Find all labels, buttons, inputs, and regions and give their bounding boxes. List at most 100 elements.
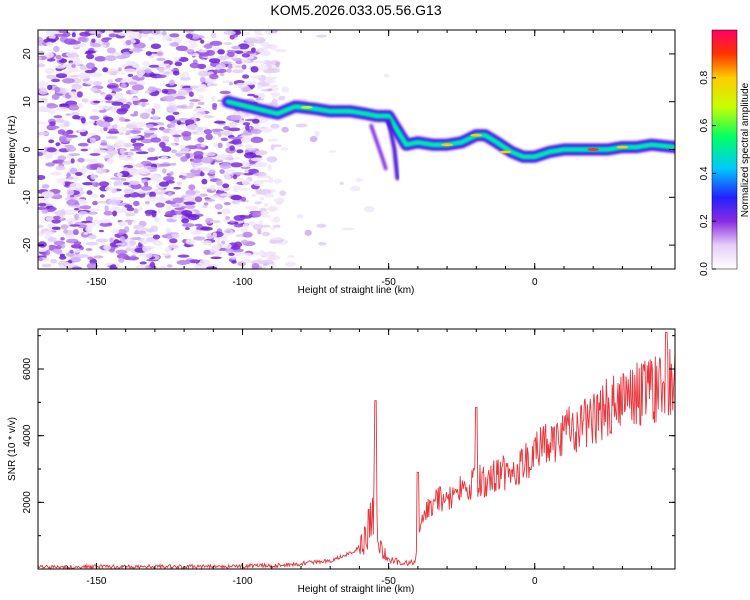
noise-blob <box>38 121 46 125</box>
noise-blob <box>193 164 199 171</box>
noise-blob <box>184 204 195 210</box>
noise-blob <box>89 208 103 211</box>
noise-blob <box>41 263 52 268</box>
noise-blob <box>160 135 170 141</box>
x-tick-label: 0 <box>532 576 538 587</box>
noise-blob <box>93 255 104 259</box>
noise-blob <box>85 248 93 251</box>
noise-blob <box>172 197 184 203</box>
noise-blob <box>69 91 78 96</box>
noise-blob <box>86 241 99 246</box>
noise-blob <box>225 248 234 253</box>
noise-blob <box>220 61 232 65</box>
ridge-hotspot <box>441 143 454 147</box>
noise-blob <box>55 165 66 171</box>
noise-blob <box>56 118 65 123</box>
noise-blob <box>230 162 243 168</box>
noise-blob <box>139 98 149 103</box>
noise-blob <box>194 196 203 203</box>
noise-blob <box>103 244 111 251</box>
noise-blob <box>70 75 80 78</box>
noise-blob <box>51 93 60 100</box>
noise-blob <box>253 95 259 98</box>
noise-blob <box>241 64 247 70</box>
noise-blob <box>314 130 320 138</box>
noise-blob <box>139 112 150 120</box>
noise-blob <box>256 47 268 52</box>
x-tick-label: -50 <box>381 277 396 288</box>
noise-blob <box>60 224 69 230</box>
noise-blob <box>222 183 230 189</box>
noise-blob <box>130 138 137 144</box>
noise-blob <box>111 87 123 92</box>
noise-blob <box>44 153 53 160</box>
noise-blob <box>127 168 132 172</box>
noise-blob <box>221 240 226 245</box>
noise-blob <box>254 201 263 205</box>
noise-blob <box>174 95 186 100</box>
noise-blob <box>90 87 98 92</box>
noise-blob <box>71 256 81 263</box>
y-tick-label: -20 <box>22 237 33 252</box>
noise-blob <box>383 73 390 78</box>
noise-blob <box>219 169 225 174</box>
noise-blob <box>197 137 205 143</box>
noise-blob <box>197 83 207 90</box>
noise-blob <box>125 212 136 217</box>
noise-blob <box>200 186 212 190</box>
noise-blob <box>193 151 204 157</box>
noise-blob <box>177 254 190 258</box>
noise-blob <box>117 132 125 135</box>
noise-blob <box>267 84 279 88</box>
noise-blob <box>199 193 208 197</box>
noise-blob <box>241 59 251 63</box>
noise-blob <box>281 86 289 93</box>
noise-blob <box>57 155 67 161</box>
noise-blob <box>71 78 82 84</box>
noise-blob <box>124 193 131 198</box>
noise-blob <box>114 92 124 99</box>
noise-blob <box>79 31 92 37</box>
noise-blob <box>280 147 289 151</box>
noise-blob <box>284 261 296 267</box>
noise-blob <box>174 61 183 67</box>
noise-blob <box>150 175 161 182</box>
noise-blob <box>254 36 260 40</box>
noise-blob <box>245 205 259 210</box>
noise-blob <box>110 177 123 180</box>
noise-blob <box>86 190 93 196</box>
noise-blob <box>100 219 111 224</box>
noise-blob <box>175 152 183 157</box>
noise-blob <box>70 112 80 116</box>
noise-blob <box>157 208 162 215</box>
noise-blob <box>128 81 138 85</box>
noise-blob <box>66 146 77 152</box>
noise-blob <box>130 180 140 186</box>
noise-blob <box>251 263 260 269</box>
noise-blob <box>46 30 60 35</box>
noise-blob <box>85 158 98 163</box>
noise-blob <box>252 223 263 231</box>
noise-blob <box>245 124 250 131</box>
noise-blob <box>161 146 172 153</box>
noise-blob <box>232 174 238 180</box>
noise-blob <box>309 136 318 143</box>
noise-blob <box>63 123 69 127</box>
noise-blob <box>38 152 44 157</box>
noise-blob <box>231 45 241 50</box>
noise-blob <box>257 229 262 235</box>
noise-blob <box>174 207 185 210</box>
noise-blob <box>200 226 213 231</box>
noise-blob <box>189 168 202 175</box>
noise-blob <box>111 30 123 33</box>
noise-blob <box>168 245 174 249</box>
noise-blob <box>185 40 198 44</box>
noise-blob <box>226 142 231 148</box>
noise-blob <box>205 80 214 84</box>
noise-blob <box>273 224 281 228</box>
noise-blob <box>363 206 375 213</box>
noise-blob <box>206 266 218 269</box>
noise-blob <box>78 103 84 109</box>
noise-blob <box>38 89 48 95</box>
noise-blob <box>273 178 282 184</box>
